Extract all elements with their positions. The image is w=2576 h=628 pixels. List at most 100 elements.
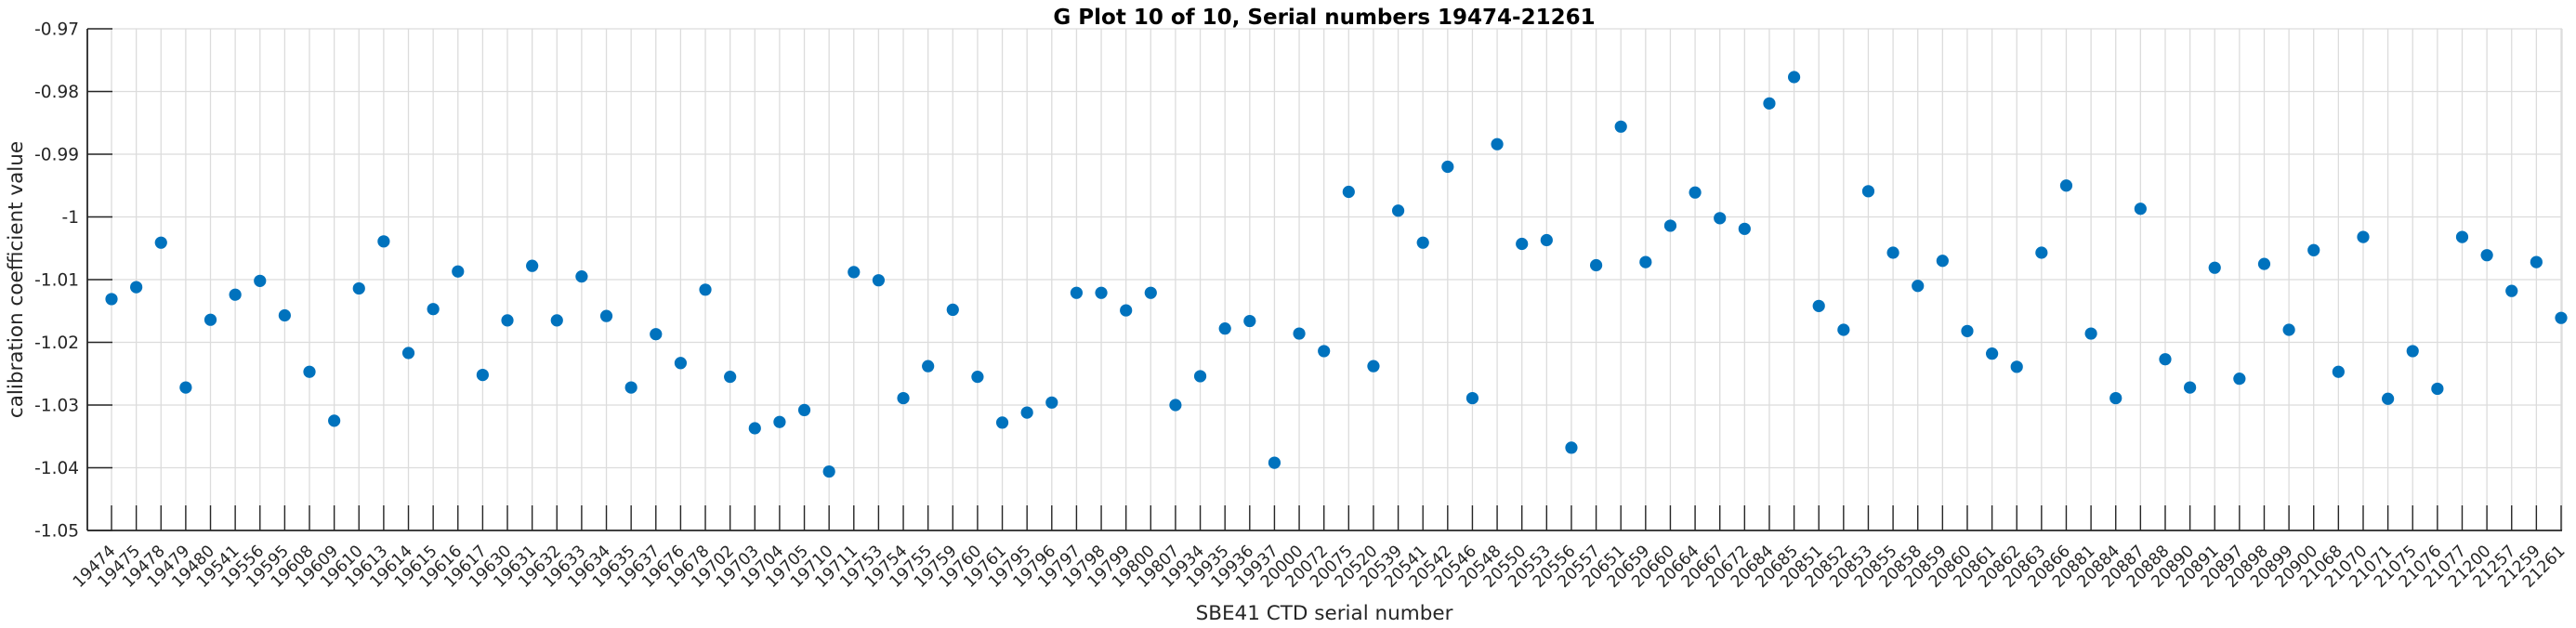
data-point xyxy=(229,288,242,301)
data-point xyxy=(2035,246,2048,259)
data-point xyxy=(1095,286,1108,299)
data-point xyxy=(303,365,316,378)
data-point xyxy=(476,369,489,382)
data-point xyxy=(2208,261,2221,274)
data-point xyxy=(2307,243,2320,256)
data-point xyxy=(922,360,935,373)
y-tick-label: -1.02 xyxy=(34,334,79,353)
data-point xyxy=(599,309,613,322)
data-point xyxy=(401,347,415,360)
data-point xyxy=(2134,203,2147,216)
data-point xyxy=(971,371,984,384)
data-point xyxy=(872,274,886,287)
data-point xyxy=(2282,323,2295,336)
data-point xyxy=(204,313,217,326)
data-point xyxy=(822,464,835,478)
data-point xyxy=(2010,360,2023,373)
data-point xyxy=(550,314,563,327)
data-point xyxy=(995,416,1009,429)
data-point xyxy=(105,293,118,306)
data-point xyxy=(2059,179,2073,192)
data-point xyxy=(797,403,811,416)
data-point xyxy=(1293,327,1306,340)
y-tick-label: -1.04 xyxy=(34,459,79,478)
y-tick-label: -1.03 xyxy=(34,397,79,416)
data-point xyxy=(501,314,514,327)
data-point xyxy=(1268,456,1281,469)
data-point xyxy=(1565,441,1578,454)
data-point xyxy=(1367,360,1380,373)
data-point xyxy=(1861,185,1875,198)
data-point xyxy=(1961,324,1974,337)
axis-spines xyxy=(86,29,2562,531)
data-point xyxy=(1416,236,1429,249)
x-tick-labels: 1947419475194781947919480195411955619595… xyxy=(70,542,2569,592)
data-point xyxy=(2233,373,2246,386)
data-point xyxy=(724,371,737,384)
data-point xyxy=(575,270,588,283)
y-tick-label: -1 xyxy=(62,208,79,228)
data-point xyxy=(328,414,341,427)
gridlines xyxy=(87,28,2563,530)
data-point xyxy=(1912,280,1925,293)
data-point xyxy=(946,303,959,316)
data-point xyxy=(1193,370,1207,383)
data-point xyxy=(1120,304,1133,317)
data-point xyxy=(2159,353,2172,366)
data-point xyxy=(1070,286,1084,299)
data-point xyxy=(2332,365,2345,378)
chart-title: G Plot 10 of 10, Serial numbers 19474-21… xyxy=(1053,6,1595,30)
data-point xyxy=(154,236,167,249)
data-point xyxy=(1837,323,1850,336)
data-point xyxy=(748,422,761,435)
data-point xyxy=(2505,284,2518,297)
data-point xyxy=(2431,382,2444,396)
data-point xyxy=(2382,392,2395,405)
data-point xyxy=(2257,257,2271,270)
data-point xyxy=(2480,249,2493,262)
data-point xyxy=(179,381,192,394)
data-point xyxy=(1714,212,1727,225)
data-point xyxy=(1218,322,1231,335)
data-point xyxy=(1663,219,1677,232)
data-point xyxy=(1812,299,1825,312)
data-point xyxy=(2406,345,2419,358)
y-tick-label: -1.05 xyxy=(34,522,79,542)
x-axis-label: SBE41 CTD serial number xyxy=(1196,602,1453,625)
data-point xyxy=(526,259,539,272)
data-point xyxy=(1689,186,1702,199)
data-point xyxy=(352,281,365,295)
y-tick-labels: -0.97 -0.98 -0.99 -1 -1.01 -1.02 -1.03 -1.04 -1.… xyxy=(34,20,79,542)
data-point xyxy=(1589,258,1603,272)
data-point xyxy=(377,235,390,248)
data-point xyxy=(2357,230,2370,243)
data-points xyxy=(105,71,2568,478)
data-point xyxy=(773,415,786,428)
y-axis-label: calibration coefficient value xyxy=(5,141,28,418)
data-point xyxy=(1491,137,1504,150)
data-point xyxy=(1441,160,1454,174)
data-point xyxy=(2530,255,2543,268)
data-point xyxy=(674,357,688,370)
data-point xyxy=(1787,71,1801,84)
data-point xyxy=(452,265,465,278)
data-point xyxy=(1516,237,1529,251)
data-point xyxy=(1391,204,1405,217)
data-point xyxy=(1169,399,1182,412)
data-point xyxy=(2555,311,2568,324)
data-point xyxy=(1936,255,1949,268)
data-point xyxy=(1639,255,1652,268)
data-point xyxy=(2184,381,2197,394)
data-point xyxy=(1045,396,1058,409)
y-tick-label: -0.98 xyxy=(34,83,79,102)
data-point xyxy=(2109,391,2123,405)
data-point xyxy=(1318,345,1331,358)
data-point xyxy=(1342,185,1355,199)
data-point xyxy=(1986,347,1999,360)
data-point xyxy=(624,381,637,394)
data-point xyxy=(1144,286,1157,299)
data-point xyxy=(1243,314,1256,328)
data-point xyxy=(2084,327,2097,340)
